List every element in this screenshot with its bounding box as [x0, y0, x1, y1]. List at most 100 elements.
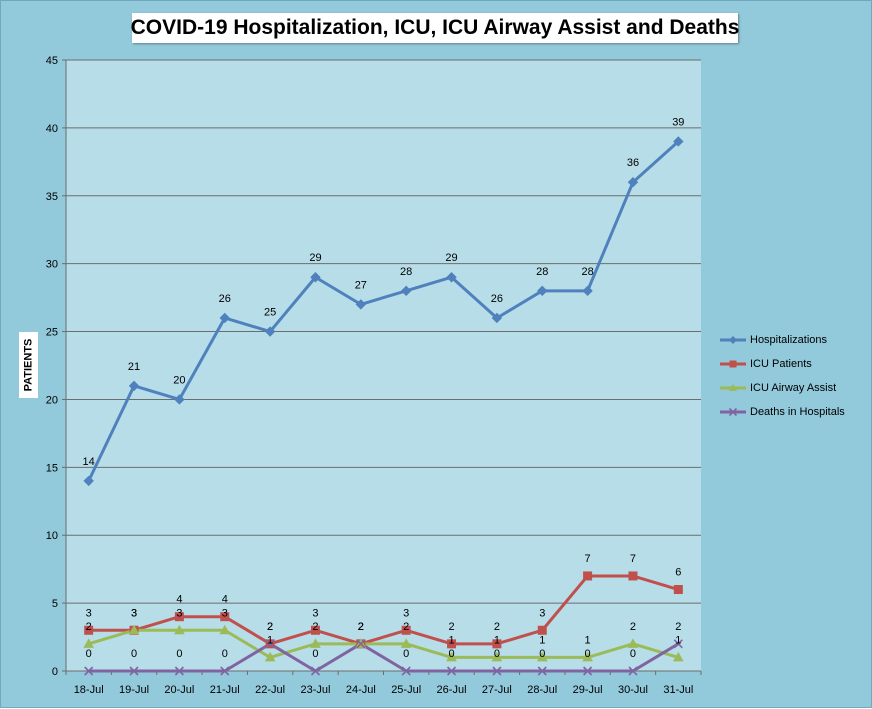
point-icu-airway-assist	[536, 651, 548, 662]
chart-title: COVID-19 Hospitalization, ICU, ICU Airwa…	[130, 16, 740, 39]
data-label-hospitalizations: 29	[445, 252, 457, 264]
point-icu-airway-assist	[174, 624, 185, 635]
point-deaths-in-hospitals	[129, 666, 139, 676]
point-hospitalizations	[537, 285, 548, 297]
data-label-hospitalizations: 29	[309, 252, 321, 264]
point-icu-patients	[401, 625, 411, 635]
x-tick-label: 28-Jul	[527, 684, 557, 696]
data-label-icu-patients: 4	[222, 594, 228, 606]
y-tick-label: 0	[52, 666, 58, 678]
point-icu-patients	[220, 612, 230, 622]
point-deaths-in-hospitals	[537, 666, 547, 676]
y-tick-label: 25	[46, 327, 58, 339]
legend-marker	[728, 407, 738, 417]
data-label-hospitalizations: 21	[128, 361, 140, 373]
data-label-deaths-in-hospitals: 2	[675, 621, 681, 633]
point-deaths-in-hospitals	[310, 666, 321, 676]
point-icu-airway-assist	[264, 651, 276, 662]
point-icu-airway-assist	[672, 651, 684, 662]
data-label-deaths-in-hospitals: 2	[267, 621, 273, 633]
data-label-deaths-in-hospitals: 0	[222, 648, 228, 660]
point-deaths-in-hospitals	[446, 666, 457, 676]
y-tick-label: 20	[46, 394, 58, 406]
data-label-hospitalizations: 36	[627, 157, 639, 169]
data-label-icu-patients: 7	[630, 553, 636, 565]
point-deaths-in-hospitals	[174, 666, 184, 676]
x-tick-label: 20-Jul	[164, 684, 194, 696]
point-icu-airway-assist	[310, 638, 321, 648]
data-label-hospitalizations: 28	[581, 266, 593, 278]
data-label-deaths-in-hospitals: 0	[630, 648, 636, 660]
legend-item-hospitalizations: Hospitalizations	[718, 328, 868, 352]
data-label-icu-patients: 4	[176, 594, 182, 606]
data-label-icu-airway-assist: 3	[222, 607, 228, 619]
data-label-hospitalizations: 25	[264, 307, 276, 319]
point-deaths-in-hospitals	[220, 666, 230, 676]
point-icu-patients	[537, 625, 547, 635]
point-deaths-in-hospitals	[84, 666, 94, 676]
y-tick-label: 45	[46, 55, 58, 67]
data-label-icu-airway-assist: 1	[585, 634, 591, 646]
legend-label-icu-patients: ICU Patients	[750, 358, 812, 370]
data-label-icu-patients: 2	[494, 621, 500, 633]
data-label-icu-airway-assist: 2	[630, 621, 636, 633]
y-tick-label: 30	[46, 259, 58, 271]
point-icu-airway-assist	[400, 638, 412, 648]
point-icu-airway-assist	[83, 638, 95, 648]
data-label-icu-airway-assist: 1	[675, 634, 681, 646]
point-icu-airway-assist	[582, 651, 593, 662]
data-label-deaths-in-hospitals: 0	[312, 648, 318, 660]
data-label-icu-patients: 7	[585, 553, 591, 565]
legend-marker	[729, 360, 737, 368]
point-hospitalizations	[673, 136, 684, 147]
point-icu-airway-assist	[627, 638, 639, 648]
data-label-icu-airway-assist: 2	[312, 621, 318, 633]
data-label-deaths-in-hospitals: 2	[358, 621, 364, 633]
point-icu-patients	[447, 639, 457, 649]
legend-item-deaths-in-hospitals: Deaths in Hospitals	[718, 400, 868, 424]
data-label-icu-patients: 2	[448, 621, 454, 633]
point-hospitalizations	[128, 380, 140, 392]
point-hospitalizations	[582, 285, 593, 297]
data-label-deaths-in-hospitals: 0	[448, 648, 454, 660]
y-tick-label: 10	[46, 530, 58, 542]
x-tick-label: 21-Jul	[210, 684, 240, 696]
data-label-hospitalizations: 26	[491, 293, 503, 305]
data-label-hospitalizations: 28	[400, 266, 412, 278]
point-icu-patients	[492, 639, 502, 649]
point-icu-airway-assist	[446, 651, 457, 662]
x-tick-label: 22-Jul	[255, 684, 285, 696]
point-hospitalizations	[310, 272, 321, 283]
point-hospitalizations	[219, 312, 230, 324]
legend-swatch-icu-airway-assist	[720, 384, 746, 391]
point-icu-patients	[583, 571, 593, 581]
plot-area	[66, 60, 701, 671]
point-deaths-in-hospitals	[356, 639, 366, 649]
y-tick-label: 5	[52, 598, 58, 610]
series-line-hospitalizations	[87, 140, 680, 482]
point-icu-airway-assist	[491, 651, 503, 662]
point-deaths-in-hospitals	[583, 666, 593, 676]
data-label-hospitalizations: 14	[83, 456, 95, 468]
point-icu-patients	[673, 585, 683, 595]
x-tick-label: 27-Jul	[482, 684, 512, 696]
data-label-icu-patients: 6	[675, 567, 681, 579]
data-label-icu-airway-assist: 3	[131, 607, 137, 619]
data-label-icu-airway-assist: 3	[176, 607, 182, 619]
x-tick-label: 24-Jul	[346, 684, 376, 696]
series-line-icu-airway-assist	[88, 628, 679, 659]
data-label-icu-airway-assist: 1	[539, 634, 545, 646]
point-icu-patients	[84, 625, 94, 635]
x-tick-label: 29-Jul	[573, 684, 603, 696]
legend-marker	[729, 336, 737, 344]
data-label-hospitalizations: 39	[672, 116, 684, 128]
data-label-deaths-in-hospitals: 0	[176, 648, 182, 660]
point-hospitalizations	[491, 312, 503, 324]
y-axis-label: PATIENTS	[22, 338, 35, 392]
point-icu-patients	[628, 571, 638, 581]
x-tick-label: 19-Jul	[119, 684, 149, 696]
data-label-icu-patients: 3	[539, 607, 545, 619]
point-hospitalizations	[83, 475, 94, 487]
data-label-icu-airway-assist: 1	[267, 634, 273, 646]
data-label-hospitalizations: 20	[173, 374, 185, 386]
